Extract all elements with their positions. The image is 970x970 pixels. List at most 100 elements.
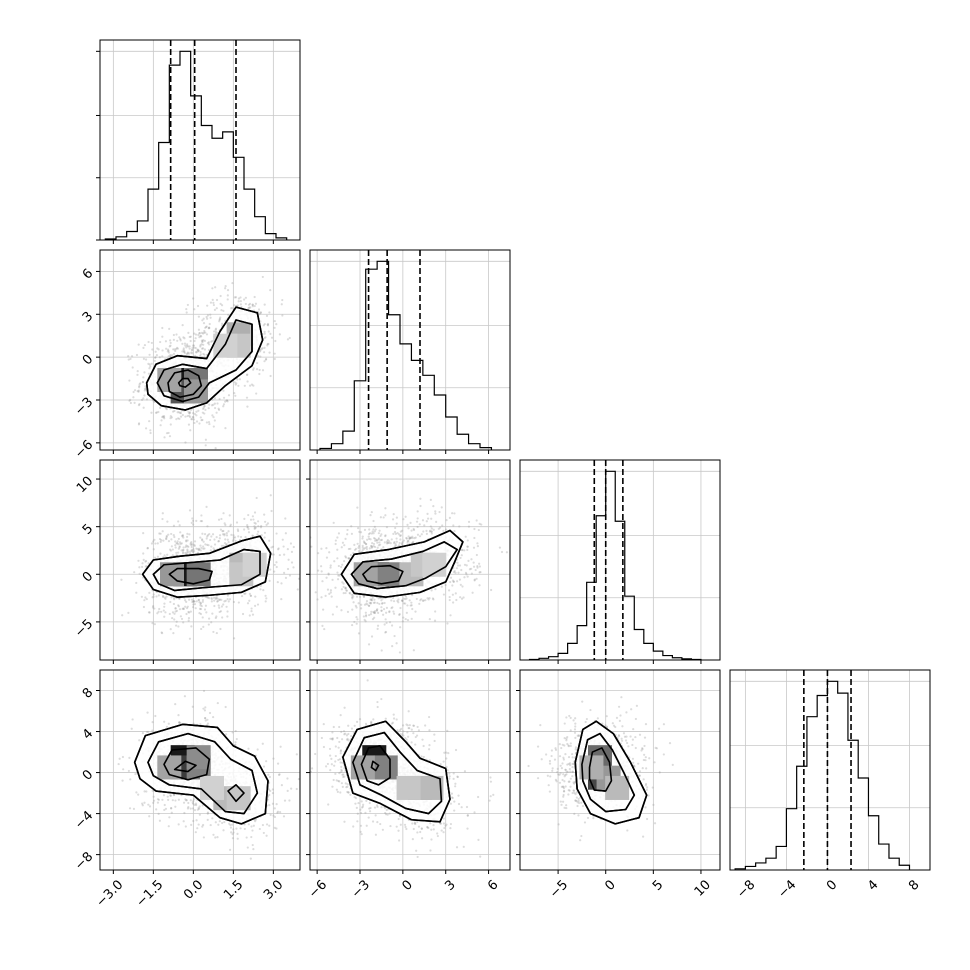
hist-bar <box>244 189 255 240</box>
panel-frame-1-4 <box>99 669 301 871</box>
x-tick-label: 4 <box>865 877 881 893</box>
hist-bar <box>625 596 635 660</box>
contour-line <box>177 377 192 388</box>
x-tick-label: −8 <box>734 877 758 901</box>
hist-bar <box>423 375 434 450</box>
hist-bar <box>434 395 445 450</box>
x-tick-label: −4 <box>775 877 799 901</box>
y-tick-label: −8 <box>72 849 96 873</box>
hist-bar <box>255 217 266 240</box>
contour-line <box>370 760 380 772</box>
hist-bar <box>879 844 889 870</box>
contour-line <box>156 319 253 403</box>
contour-line <box>133 723 269 825</box>
x-tick-label: −3 <box>349 877 373 901</box>
hist-bar <box>366 269 377 450</box>
hist-bar <box>331 444 342 450</box>
hist-bar <box>446 417 457 450</box>
hist-bar <box>223 132 234 240</box>
hist-step-line <box>104 50 288 240</box>
hist-bar <box>137 221 148 240</box>
contour-line <box>342 720 451 823</box>
contour-line <box>173 760 197 773</box>
gridlines <box>100 250 300 450</box>
hist-bar <box>776 846 786 870</box>
y-tick-label: −3 <box>72 395 96 419</box>
y-tick-label: 4 <box>80 726 96 742</box>
hist-bar <box>634 629 644 660</box>
hist-bar <box>663 656 673 660</box>
x-tick-label: 0 <box>399 877 415 893</box>
contour-line <box>352 731 443 815</box>
y-tick-label: 0 <box>80 352 96 368</box>
hist-bar <box>858 778 868 870</box>
hist-bar <box>457 434 468 450</box>
hist-bar <box>411 360 422 450</box>
y-tick-label: −6 <box>72 438 96 462</box>
hist-bar <box>568 643 578 660</box>
hist-bar <box>756 863 766 870</box>
hist-bar <box>889 858 899 870</box>
contour-lines <box>340 529 464 598</box>
contour-line <box>350 541 458 590</box>
contour-line <box>227 784 245 803</box>
gridlines <box>310 250 510 450</box>
density-cell <box>396 775 421 800</box>
x-tick-label: −6 <box>306 877 330 901</box>
histogram-1 <box>104 40 288 240</box>
panel-3-4 <box>527 696 674 842</box>
contour-line <box>163 747 211 781</box>
contour-line <box>147 732 259 815</box>
hist-bar <box>201 126 212 240</box>
hist-bar <box>148 189 159 240</box>
x-tick-label: −5 <box>547 877 571 901</box>
contour-line <box>340 529 464 598</box>
hist-bar <box>191 96 202 240</box>
hist-step-line <box>734 680 911 870</box>
contour-lines <box>145 306 264 411</box>
hist-bar <box>212 138 223 240</box>
x-tick-label: 1.5 <box>221 877 246 902</box>
x-tick-label: −1.5 <box>133 877 166 910</box>
contour-line <box>588 747 613 792</box>
hist-bar <box>868 816 878 870</box>
hist-bar <box>233 157 244 240</box>
contour-lines <box>141 535 272 598</box>
contour-line <box>145 306 264 411</box>
y-tick-label: 0 <box>80 569 96 585</box>
hist-bar <box>265 234 276 240</box>
panel-frame-2-3 <box>309 459 511 661</box>
y-tick-label: 6 <box>80 266 96 282</box>
hist-bar <box>797 766 807 870</box>
panel-1-2 <box>127 275 291 450</box>
y-tick-label: 10 <box>74 474 96 496</box>
hist-bar <box>899 865 909 870</box>
contour-line <box>167 369 203 398</box>
hist-bar <box>127 232 138 240</box>
hist-bar <box>766 858 776 870</box>
contour-lines <box>342 720 451 823</box>
hist-bar <box>827 681 837 870</box>
gridlines <box>730 670 930 870</box>
panel-frame-1-3 <box>99 459 301 661</box>
hist-bar <box>644 643 654 660</box>
hist-bar <box>400 344 411 450</box>
x-tick-label: 3 <box>442 877 458 893</box>
hist-bar <box>354 381 365 450</box>
contour-line <box>574 720 648 825</box>
hist-step-line <box>528 470 702 661</box>
y-tick-label: −4 <box>72 808 96 832</box>
hist-bar <box>389 315 400 450</box>
y-tick-label: 8 <box>80 685 96 701</box>
histogram-frame-4 <box>729 669 931 871</box>
histogram-frame-2 <box>309 249 511 451</box>
x-tick-label: 5 <box>650 877 666 893</box>
contour-lines <box>574 720 648 825</box>
y-tick-label: 5 <box>80 521 96 537</box>
hist-bar <box>606 471 616 660</box>
x-tick-label: 3.0 <box>261 877 286 902</box>
hist-bar <box>838 693 848 870</box>
panel-frame-1-2 <box>99 249 301 451</box>
hist-bar <box>807 717 817 870</box>
